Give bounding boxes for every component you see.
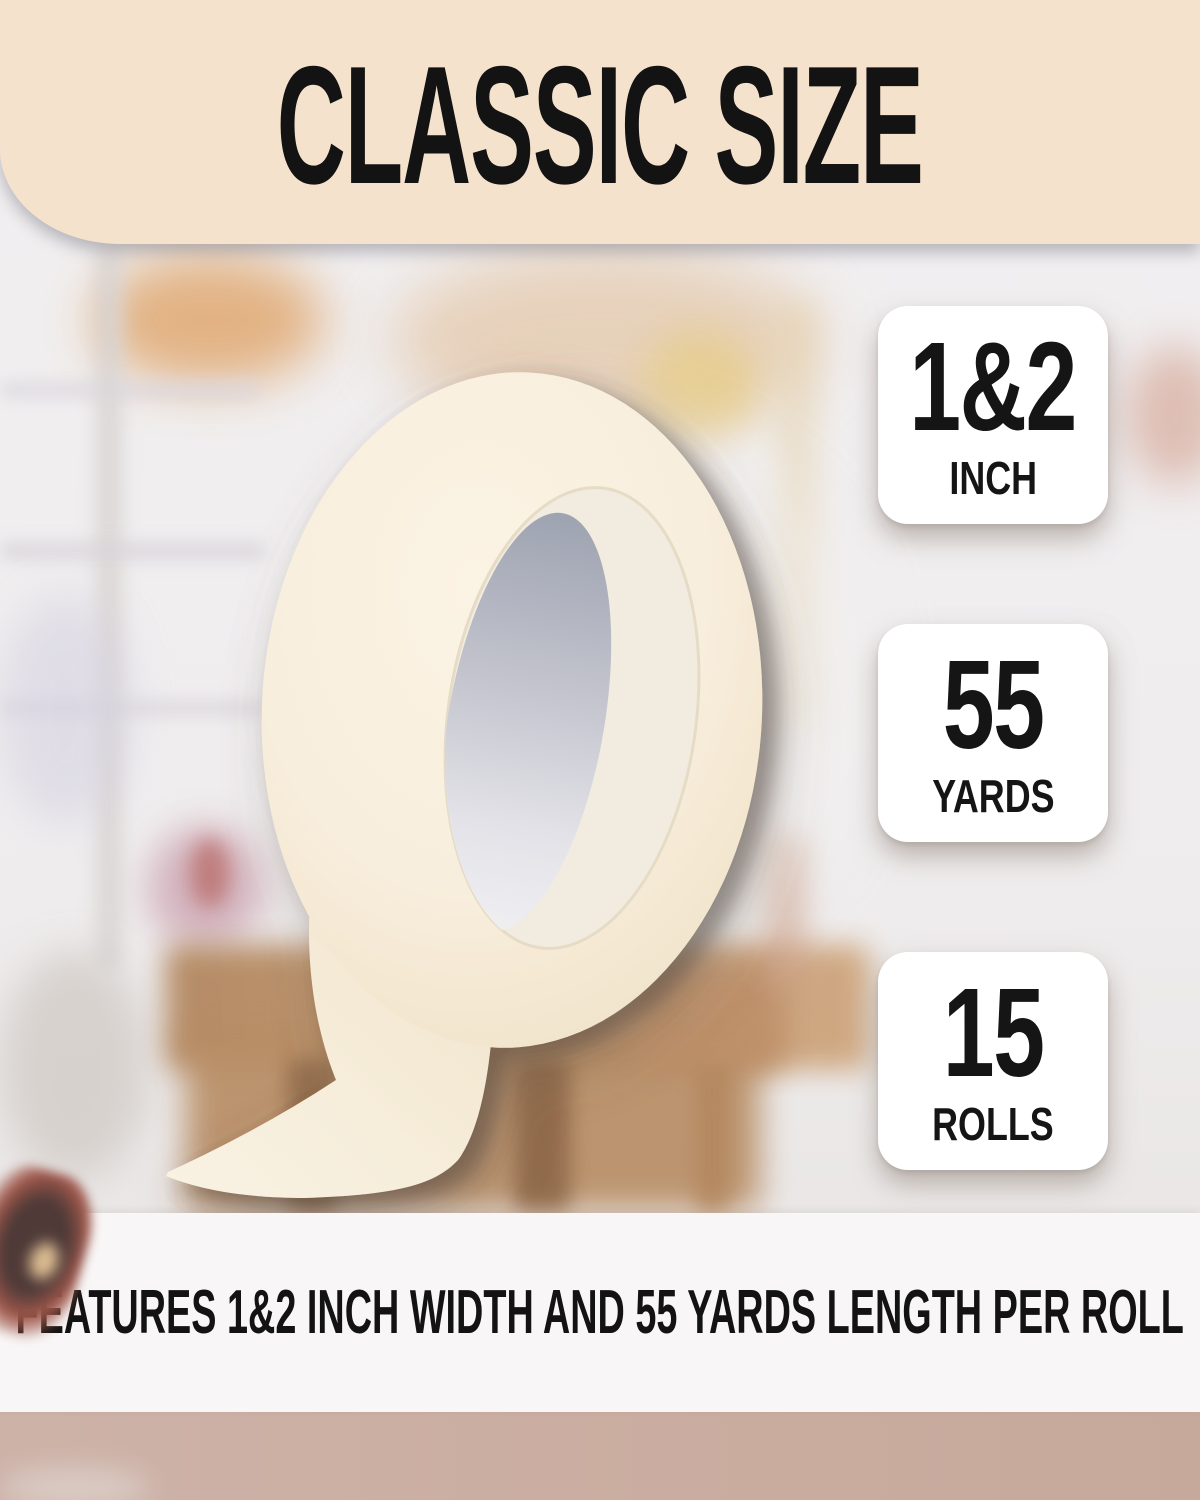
bg-blob-lavender: [0, 595, 130, 825]
badge-value: 15: [942, 962, 1045, 1104]
badge-yards: 55 YARDS: [878, 624, 1108, 842]
bg-blob-gray-left: [0, 950, 150, 1180]
bg-blob-red-dots: [190, 838, 230, 908]
table-edge-highlight: [0, 1468, 150, 1500]
badge-unit: YARDS: [931, 769, 1055, 822]
table-edge: [0, 1412, 1200, 1500]
badge-value: 55: [942, 634, 1045, 776]
bg-table-leg-2: [515, 1060, 570, 1210]
bg-shelf-line-2: [0, 542, 265, 560]
header-banner: CLASSIC SIZE: [0, 0, 1200, 244]
tape-roll-hole: [440, 512, 612, 932]
bg-blob-orange-shelf-item: [95, 255, 325, 385]
bg-blob-pink-item-right: [1125, 345, 1200, 485]
badge-rolls: 15 ROLLS: [878, 952, 1108, 1170]
bg-shelf-post: [96, 250, 122, 970]
caption-band: FEATURES 1&2 INCH WIDTH AND 55 YARDS LEN…: [0, 1213, 1200, 1412]
badge-value: 1&2: [909, 316, 1078, 458]
bg-chair-leg: [695, 1065, 729, 1210]
badge-unit: INCH: [949, 451, 1037, 504]
badge-unit: ROLLS: [932, 1097, 1054, 1150]
badge-inch: 1&2 INCH: [878, 306, 1108, 524]
page-title: CLASSIC SIZE: [276, 31, 924, 219]
caption-text: FEATURES 1&2 INCH WIDTH AND 55 YARDS LEN…: [15, 1277, 1185, 1347]
bg-blob-yellow-item: [640, 330, 760, 440]
bg-shelf-line-1: [0, 382, 260, 398]
tape-roll-image: [166, 372, 763, 1198]
bg-chair: [640, 955, 785, 1070]
